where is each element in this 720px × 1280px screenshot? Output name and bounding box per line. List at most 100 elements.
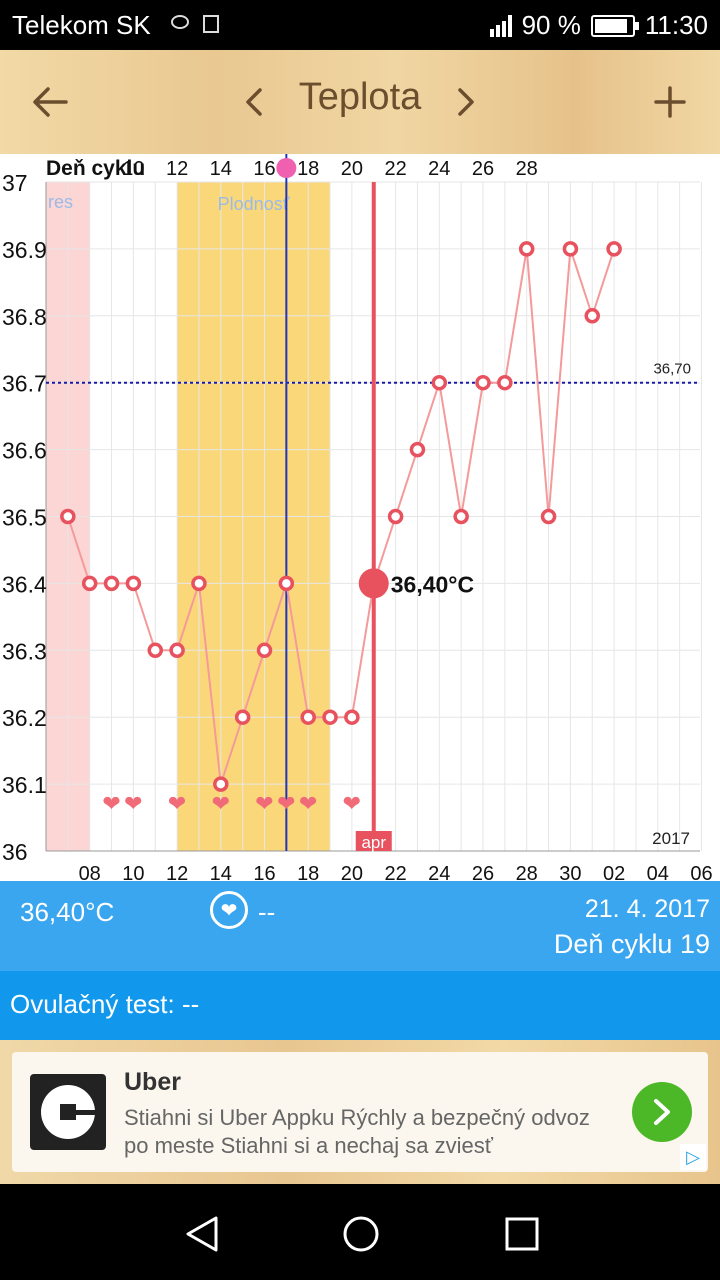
signal-h-icon <box>489 14 512 37</box>
carrier-name: Telekom SK <box>12 10 151 40</box>
chevron-left-icon <box>246 88 262 116</box>
day-date: 21. 4. 2017 <box>584 895 710 923</box>
recent-apps-icon[interactable] <box>500 1212 544 1256</box>
heart-icon: ❤ <box>210 891 248 929</box>
ad-description: Stiahni si Uber Appku Rýchly a bezpečný … <box>124 1105 590 1158</box>
ad-cta-button[interactable] <box>632 1082 692 1142</box>
y-tick-label: 36.9 <box>2 237 47 263</box>
temperature-point <box>387 508 404 525</box>
coverline-label: 36,70 <box>653 361 691 378</box>
heart-marker: ❤ <box>168 791 186 816</box>
temperature-point <box>103 575 120 592</box>
ad-banner[interactable]: Uber Stiahni si Uber Appku Rýchly a bezp… <box>12 1052 708 1172</box>
bottom-tick-label: 08 <box>79 863 101 881</box>
month-label-box <box>355 831 392 851</box>
heart-marker: ❤ <box>212 791 230 816</box>
chevron-right-icon <box>458 88 474 116</box>
temperature-point <box>278 575 295 592</box>
add-button[interactable] <box>640 72 700 132</box>
temperature-point <box>234 709 251 725</box>
chart-svg[interactable]: res Plodnosť 36,70 apr 36 36.1 36.2 36.3 36.4 36.… <box>0 154 720 885</box>
temperature-point <box>81 575 98 592</box>
y-tick-label: 36.3 <box>2 638 47 664</box>
temperature-point <box>518 241 535 257</box>
bottom-tick-label: 12 <box>166 863 188 881</box>
y-tick-label: 36.8 <box>2 304 47 330</box>
top-axis-label: Deň cyklu <box>46 157 145 180</box>
top-tick-label: 20 <box>341 158 363 180</box>
temperature-point <box>256 642 273 659</box>
y-tick-label: 36.7 <box>2 371 47 397</box>
temperature-point <box>169 642 185 659</box>
temperature-point <box>431 374 448 391</box>
prev-button[interactable] <box>232 72 276 132</box>
temperature-point <box>540 508 557 525</box>
current-temperature-label: 36,40°C <box>391 571 474 597</box>
y-tick-label: 36.4 <box>2 571 47 597</box>
heart-marker: ❤ <box>299 791 317 816</box>
period-band-label: res <box>48 192 73 212</box>
system-nav-bar <box>0 1184 720 1280</box>
top-tick-label: 16 <box>253 158 275 180</box>
day-info-bar[interactable]: 36,40°C ❤ -- 21. 4. 2017 Deň cyklu 19 <box>0 881 720 971</box>
temperature-point <box>497 374 513 391</box>
temperature-point <box>147 642 163 659</box>
heart-marker: ❤ <box>124 791 142 816</box>
y-tick-label: 37 <box>2 170 28 196</box>
temperature-point <box>606 241 622 257</box>
temperature-point <box>60 508 76 525</box>
top-tick-label: 10 <box>122 158 144 180</box>
temperature-point <box>300 709 316 725</box>
ovulation-test-label: Ovulačný test: <box>10 989 175 1019</box>
back-button[interactable] <box>20 72 80 132</box>
top-tick-label: 22 <box>384 158 406 180</box>
temperature-point <box>191 575 207 592</box>
temperature-point <box>453 508 469 525</box>
arrow-back-icon <box>33 87 68 117</box>
temperature-point <box>344 709 360 725</box>
heart-marker: ❤ <box>255 791 273 816</box>
top-tick-label: 12 <box>166 158 188 180</box>
top-tick-label: 24 <box>428 158 450 180</box>
bottom-tick-label: 20 <box>341 863 363 881</box>
bottom-tick-label: 06 <box>690 863 712 881</box>
ovulation-marker <box>276 158 297 178</box>
intercourse-value: -- <box>258 897 276 927</box>
back-icon[interactable] <box>180 1212 224 1256</box>
temperature-point <box>584 308 600 324</box>
bottom-tick-label: 02 <box>603 863 625 881</box>
bottom-tick-label: 18 <box>297 863 319 881</box>
y-tick-label: 36 <box>2 839 28 865</box>
top-tick-label: 18 <box>297 158 319 180</box>
home-icon[interactable] <box>339 1212 383 1256</box>
battery-percent: 90 % <box>521 10 581 40</box>
adchoices-icon[interactable]: ▷ <box>680 1144 706 1170</box>
temperature-chart[interactable]: res Plodnosť 36,70 apr 36 36.1 36.2 36.3 36.4 36.… <box>0 154 720 885</box>
top-tick-label: 14 <box>210 158 232 180</box>
bottom-tick-label: 26 <box>472 863 494 881</box>
top-tick-label: 26 <box>472 158 494 180</box>
top-tick-label: 28 <box>516 158 538 180</box>
bottom-tick-label: 22 <box>384 863 406 881</box>
y-tick-label: 36.2 <box>2 705 47 731</box>
next-button[interactable] <box>444 72 488 132</box>
status-right: 90 % 11:30 <box>489 10 708 41</box>
ad-title: Uber <box>124 1068 181 1096</box>
ovulation-test-bar[interactable]: Ovulačný test: -- <box>0 971 720 1040</box>
bottom-tick-label: 14 <box>210 863 232 881</box>
plus-icon <box>654 86 686 118</box>
ovulation-test-text: Ovulačný test: -- <box>10 989 199 1020</box>
temperature-point <box>125 575 142 592</box>
ovulation-test-value: -- <box>181 989 200 1019</box>
year-label: 2017 <box>652 829 690 848</box>
bottom-tick-label: 24 <box>428 863 450 881</box>
notification-icons <box>170 12 230 42</box>
y-tick-label: 36.1 <box>2 772 47 798</box>
heart-marker: ❤ <box>343 791 361 816</box>
temperature-point <box>322 709 338 725</box>
chevron-right-icon <box>654 1099 670 1125</box>
y-tick-label: 36.6 <box>2 438 47 464</box>
bottom-tick-label: 30 <box>559 863 581 881</box>
ad-area: Uber Stiahni si Uber Appku Rýchly a bezp… <box>0 1040 720 1184</box>
fertile-band-label: Plodnosť <box>218 194 290 214</box>
